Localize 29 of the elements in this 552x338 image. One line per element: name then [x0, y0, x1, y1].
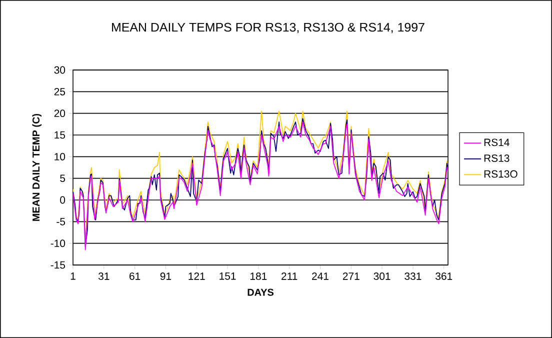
legend-label: RS13: [484, 154, 510, 162]
y-tick-label: 0: [60, 196, 66, 204]
y-axis-title: MEAN DAILY TEMP (C): [32, 114, 42, 221]
chart-title: MEAN DAILY TEMPS FOR RS13, RS13O & RS14, 1997: [112, 22, 424, 34]
x-tick-label: 121: [188, 272, 205, 280]
x-tick-label: 211: [282, 272, 298, 280]
x-tick-label: 151: [220, 272, 236, 280]
x-tick-label: 91: [160, 272, 172, 280]
y-tick-label: 20: [54, 110, 66, 118]
y-tick-label: -5: [56, 218, 66, 226]
x-tick-label: 241: [312, 272, 328, 280]
x-tick-label: 61: [130, 272, 140, 280]
y-tick-label: 15: [54, 131, 66, 139]
x-tick-label: 31: [98, 272, 110, 280]
x-tick-label: 181: [250, 272, 267, 280]
x-tick-label: 301: [374, 272, 390, 280]
y-tick-label: 30: [54, 66, 66, 74]
x-tick-label: 331: [404, 272, 422, 280]
y-tick-label: -10: [50, 240, 66, 248]
y-tick-label: 10: [54, 152, 66, 160]
x-tick-label: 1: [70, 272, 76, 280]
legend-label: RS14: [484, 138, 510, 146]
y-tick-label: 25: [54, 88, 66, 96]
x-tick-label: 361: [436, 272, 452, 280]
y-tick-label: -15: [50, 261, 66, 269]
y-tick-label: 5: [60, 174, 66, 182]
x-axis-title: DAYS: [248, 288, 274, 296]
x-tick-label: 271: [342, 272, 360, 280]
legend-label: RS13O: [484, 170, 518, 178]
